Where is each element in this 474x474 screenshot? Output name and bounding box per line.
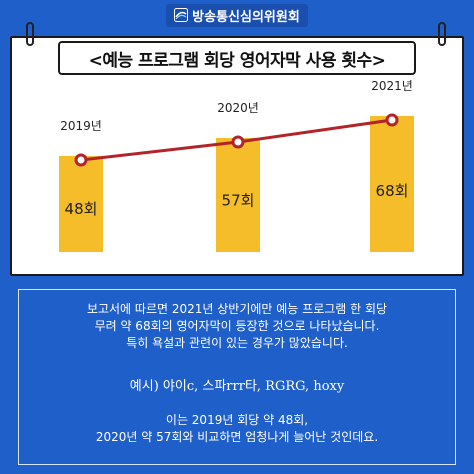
- binder-ring-right: [438, 22, 446, 46]
- description-line: 보고서에 따르면 2021년 상반기에만 예능 프로그램 한 회당: [86, 302, 388, 316]
- bar-2021년: [370, 116, 414, 252]
- category-label: 2020년: [217, 101, 259, 115]
- brand-name: 방송통신심의위원회: [192, 9, 300, 25]
- chart-title-box: <예능 프로그램 회당 영어자막 사용 횟수>: [58, 41, 416, 75]
- example-text: 예시) 야이c, 스파rrr타, RGRG, hoxy: [129, 379, 345, 394]
- description-line: 2020년 약 57회와 비교하면 엄청나게 늘어난 것인데요.: [95, 430, 379, 444]
- trend-point: [385, 113, 399, 127]
- value-label: 48회: [65, 200, 98, 218]
- description-line: 무려 약 68회의 영어자막이 등장한 것으로 나타났습니다.: [94, 319, 380, 333]
- bar-2020년: [216, 138, 260, 252]
- binder-ring-left: [26, 22, 34, 46]
- description-paragraph-2: 이는 2019년 회당 약 48회, 2020년 약 57회와 비교하면 엄청나…: [19, 412, 455, 446]
- trend-point: [231, 135, 245, 149]
- category-label: 2019년: [60, 119, 102, 133]
- description-line: 특히 욕설과 관련이 있는 경우가 많았습니다.: [126, 336, 348, 350]
- chart-title: <예능 프로그램 회당 영어자막 사용 횟수>: [88, 50, 386, 71]
- brand-badge: 방송통신심의위원회: [166, 3, 308, 27]
- value-label: 57회: [222, 192, 255, 210]
- description-box: 보고서에 따르면 2021년 상반기에만 예능 프로그램 한 회당 무려 약 6…: [18, 289, 456, 465]
- bar-line-chart: 48회 2019년 57회 2020년 68회 2021년: [59, 79, 414, 252]
- brand-logo-icon: [174, 8, 189, 22]
- brand-header: 방송통신심의위원회: [0, 3, 474, 27]
- trend-point: [74, 153, 88, 167]
- value-label: 68회: [376, 182, 409, 200]
- bar-2019년: [59, 156, 103, 252]
- description-line: 이는 2019년 회당 약 48회,: [165, 413, 309, 427]
- description-paragraph-1: 보고서에 따르면 2021년 상반기에만 예능 프로그램 한 회당 무려 약 6…: [19, 301, 455, 352]
- category-label: 2021년: [371, 79, 413, 93]
